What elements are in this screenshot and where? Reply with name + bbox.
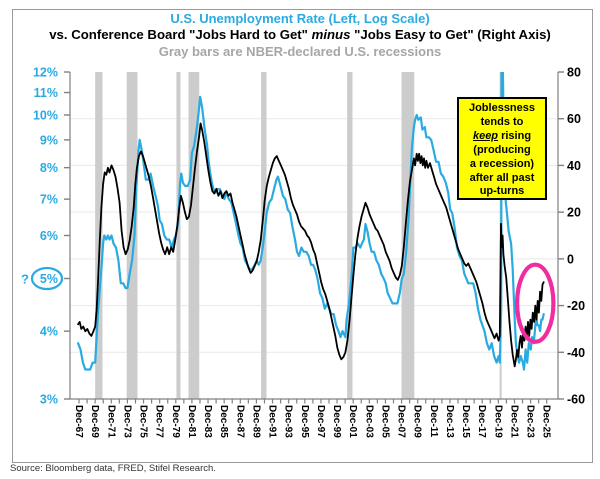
left-axis-tick-label: 9% <box>40 133 58 147</box>
circled-five-percent <box>30 266 64 291</box>
x-axis-tick-label: Dec-89 <box>250 405 261 438</box>
x-axis-tick-label: Dec-01 <box>347 405 358 438</box>
x-axis-tick-label: Dec-93 <box>283 405 294 438</box>
x-axis-tick-label: Dec-25 <box>541 405 552 438</box>
right-axis-tick-label: -40 <box>567 346 585 360</box>
x-axis-tick-label: Dec-83 <box>202 405 213 438</box>
x-axis-tick-label: Dec-81 <box>186 405 197 438</box>
left-axis-tick-label: 6% <box>40 229 58 243</box>
x-axis-tick-label: Dec-73 <box>121 405 132 438</box>
recession-bar <box>347 72 353 399</box>
left-axis-tick-label: 5% <box>40 272 58 286</box>
recession-bar <box>176 72 181 399</box>
recent-upturn-highlight-ellipse <box>515 262 556 344</box>
left-axis-tick-label: 4% <box>40 325 58 339</box>
x-axis-tick-label: Dec-15 <box>460 405 471 438</box>
recession-bar <box>95 72 103 399</box>
x-axis-tick-label: Dec-85 <box>218 405 229 438</box>
x-axis-tick-label: Dec-21 <box>508 405 519 438</box>
x-axis-tick-label: Dec-75 <box>138 405 149 438</box>
x-axis-tick-label: Dec-91 <box>267 405 278 438</box>
x-axis-tick-label: Dec-07 <box>396 405 407 438</box>
x-axis-tick-label: Dec-11 <box>428 405 439 438</box>
left-axis-tick-label: 3% <box>40 393 58 407</box>
left-axis-tick-label: 11% <box>34 86 58 100</box>
annotation-line2: tends to <box>480 115 524 128</box>
figure-border <box>12 9 593 463</box>
annotation-line4: (producing <box>473 143 531 156</box>
title-line2-post: "Jobs Easy to Get" (Right Axis) <box>350 27 551 42</box>
chart-title-line1: U.S. Unemployment Rate (Left, Log Scale) <box>0 11 600 26</box>
x-axis-tick-label: Dec-19 <box>492 405 503 438</box>
x-axis-tick-label: Dec-69 <box>89 405 100 438</box>
recession-bar <box>126 72 138 399</box>
annotation-line7: up-turns <box>479 185 525 198</box>
annotation-keep-emphasis: keep <box>472 129 499 142</box>
left-axis-tick-label: 7% <box>40 193 58 207</box>
annotation-line5: a recession) <box>469 157 535 170</box>
right-axis-tick-label: 40 <box>567 159 581 173</box>
x-axis-tick-label: Dec-95 <box>299 405 310 438</box>
annotation-line1: Joblessness <box>468 102 536 114</box>
title-unemployment: U.S. Unemployment Rate (Left, Log Scale) <box>170 11 430 26</box>
x-axis-tick-label: Dec-23 <box>525 405 536 438</box>
x-axis-tick-label: Dec-87 <box>234 405 245 438</box>
x-axis-tick-label: Dec-99 <box>331 405 342 438</box>
right-axis-tick-label: 20 <box>567 206 581 220</box>
recession-bar <box>188 72 200 399</box>
x-axis-tick-label: Dec-17 <box>476 405 487 438</box>
right-axis-tick-label: 60 <box>567 112 581 126</box>
left-axis-tick-label: 10% <box>33 109 58 123</box>
x-axis-tick-label: Dec-77 <box>154 405 165 438</box>
right-axis: 80 60 40 20 0 -20 -40 -60 <box>558 66 585 407</box>
title-line2-minus: minus <box>311 27 351 42</box>
joblessness-annotation-box: Joblessness tends to keep rising (produc… <box>457 97 547 200</box>
x-axis-tick-label: Dec-97 <box>315 405 326 438</box>
recession-bars <box>95 72 502 399</box>
x-axis: Dec-67 Dec-69 Dec-71 Dec-73 Dec-75 Dec-77 Dec-… <box>73 399 552 438</box>
x-axis-tick-label: Dec-03 <box>363 405 374 438</box>
x-axis-tick-label: Dec-05 <box>379 405 390 438</box>
x-axis-tick-label: Dec-09 <box>412 405 423 438</box>
chart-title-line2: vs. Conference Board "Jobs Hard to Get" … <box>0 27 600 42</box>
right-axis-tick-label: -60 <box>567 393 585 407</box>
left-axis: 12% 11% 10% 9% 8% 7% 6% 5% 4% 3%? <box>21 66 70 407</box>
question-mark: ? <box>21 272 29 287</box>
x-axis-tick-label: Dec-71 <box>105 405 116 438</box>
right-axis-tick-label: -20 <box>567 299 585 313</box>
x-axis-tick-label: Dec-79 <box>170 405 181 438</box>
labor-differential-line <box>77 122 545 368</box>
left-axis-tick-label: 12% <box>33 66 58 80</box>
source-note: Source: Bloomberg data, FRED, Stifel Res… <box>10 463 216 474</box>
right-axis-tick-label: 80 <box>567 66 581 80</box>
series <box>76 72 545 371</box>
annotation-line6: after all past <box>469 171 535 184</box>
unemployment-line <box>76 72 545 371</box>
chart-subtitle-recessions: Gray bars are NBER-declared U.S. recessi… <box>158 44 442 59</box>
x-axis-tick-label: Dec-67 <box>73 405 84 438</box>
title-line2-pre: vs. Conference Board "Jobs Hard to Get" <box>49 27 312 42</box>
annotation-rising: rising <box>498 129 532 142</box>
left-axis-tick-label: 8% <box>40 161 58 175</box>
x-axis-tick-label: Dec-13 <box>444 405 455 438</box>
annotation-line3: keep rising <box>459 130 545 144</box>
right-axis-tick-label: 0 <box>567 252 574 266</box>
